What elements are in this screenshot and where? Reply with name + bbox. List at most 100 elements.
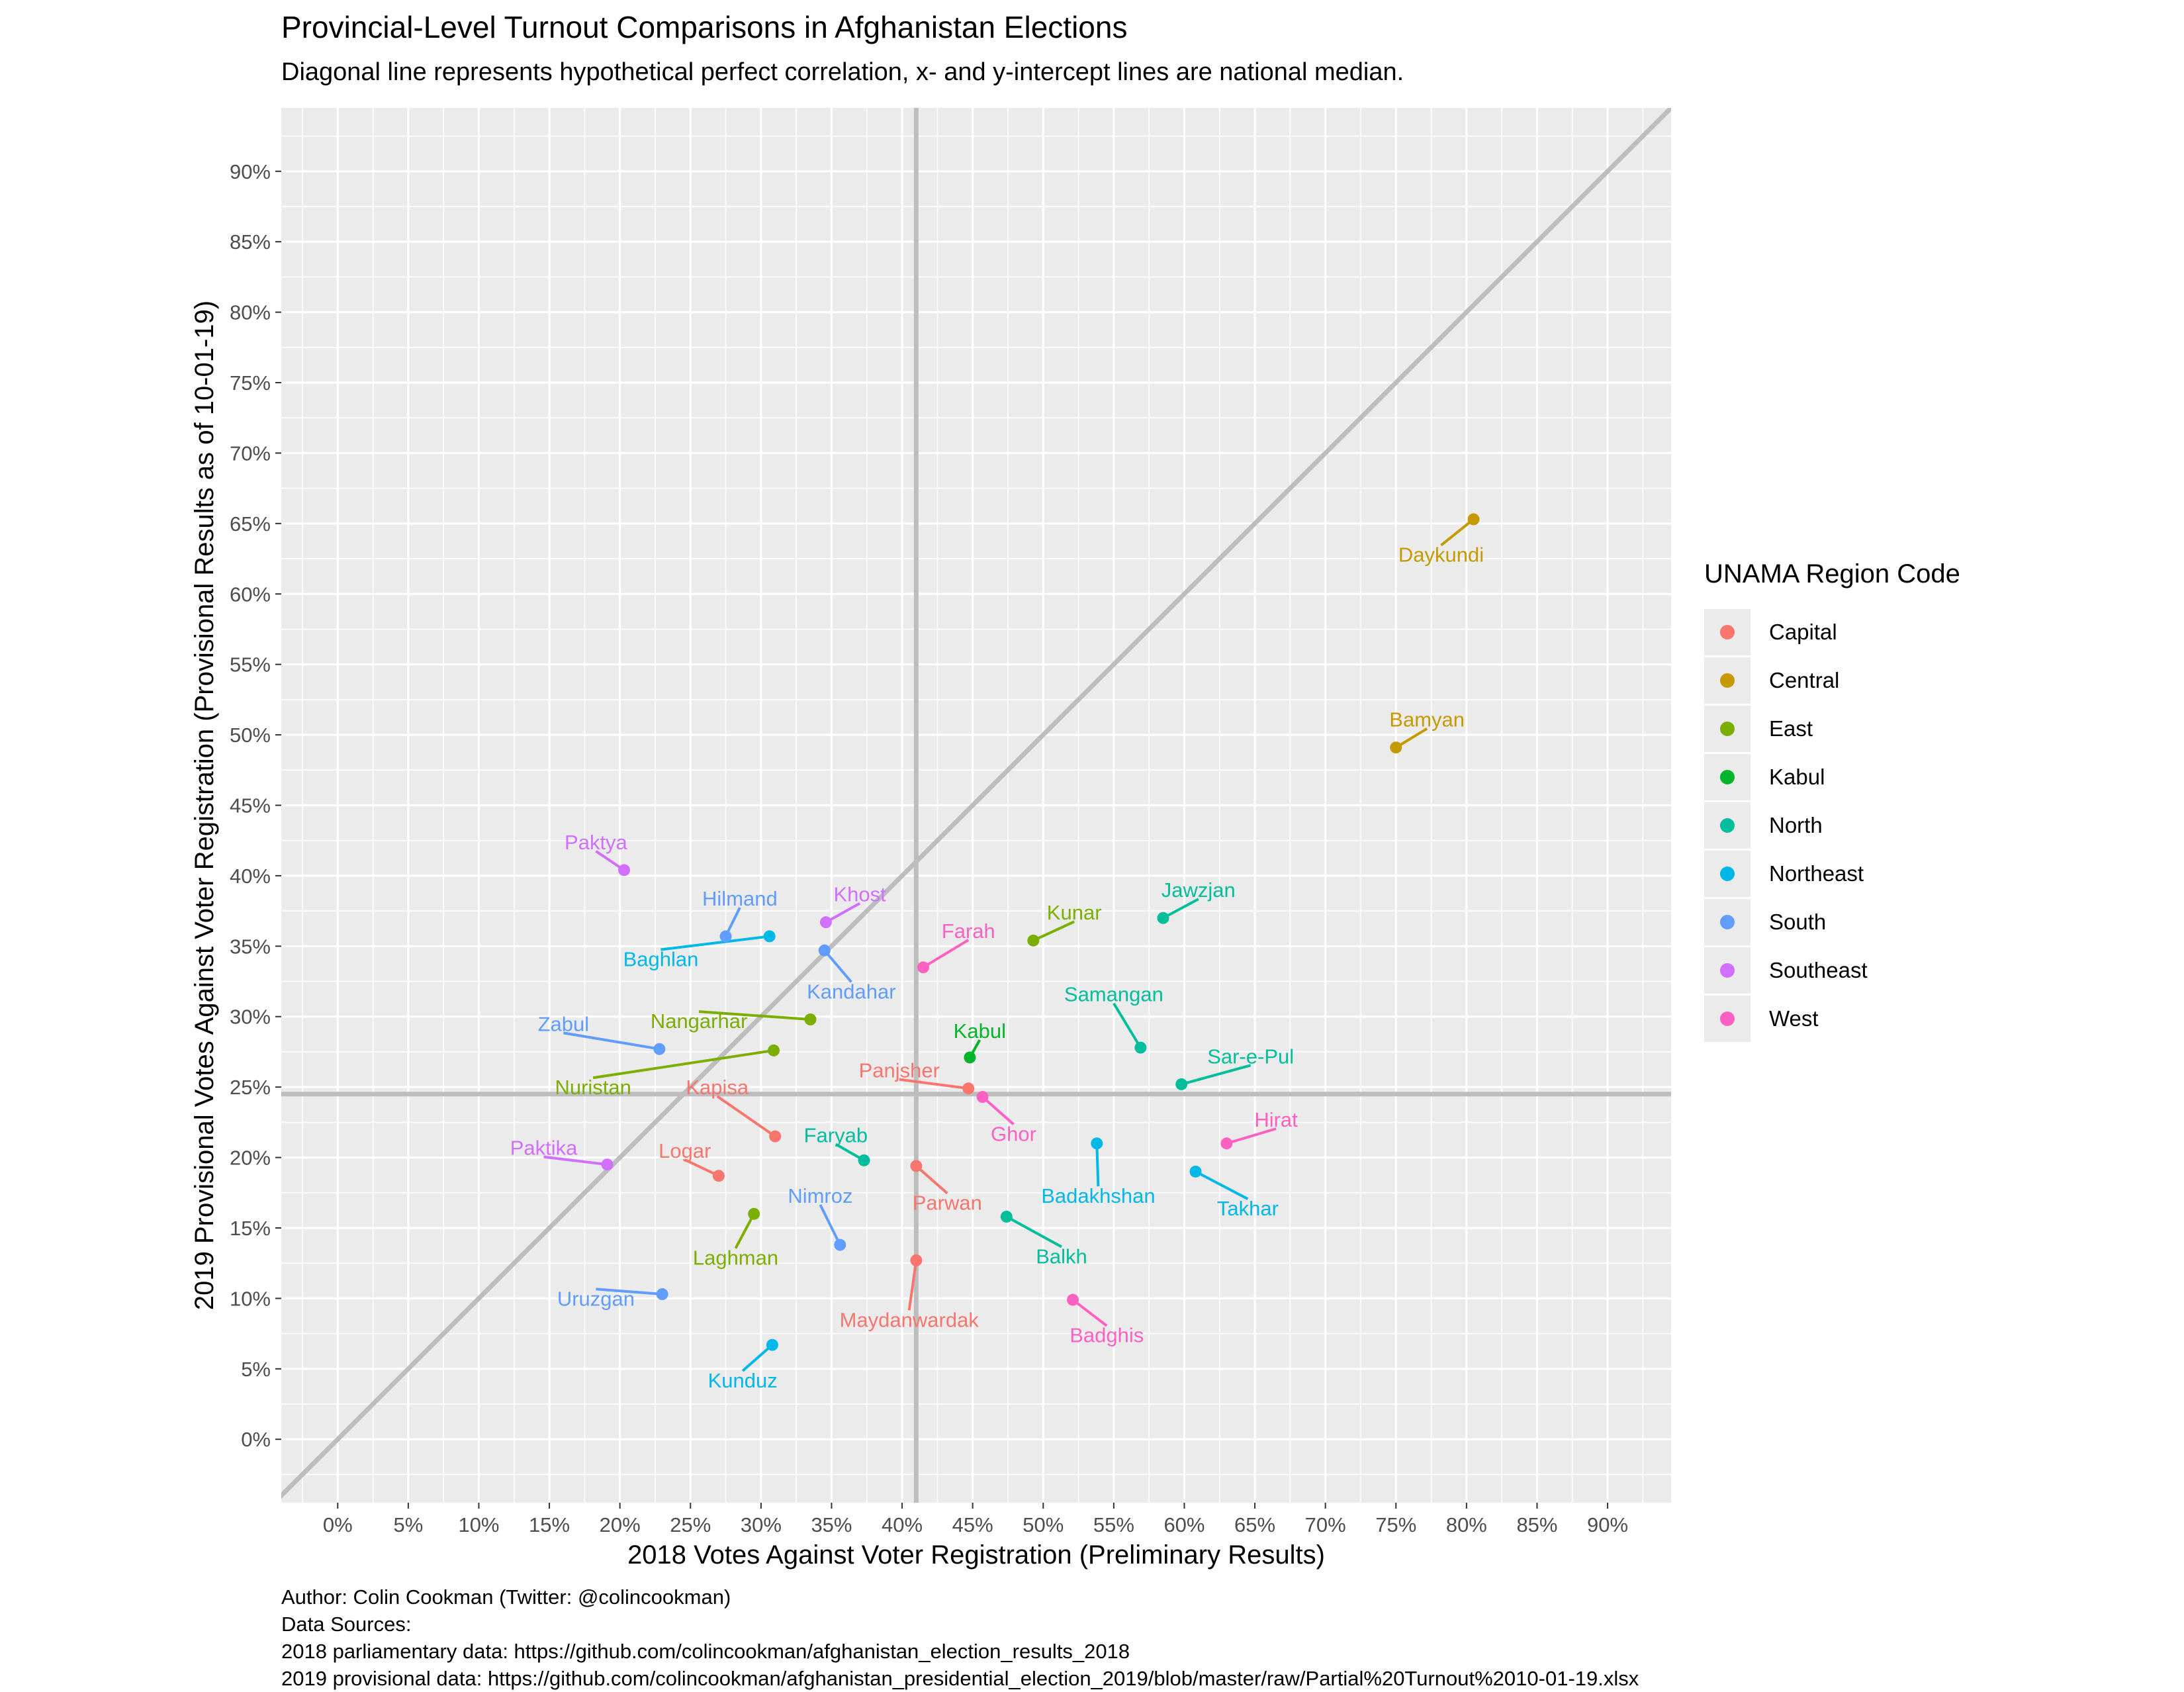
legend-label: Capital xyxy=(1769,619,1837,644)
data-label: Daykundi xyxy=(1398,543,1484,567)
legend-item: Southeast xyxy=(1704,946,1960,994)
y-tick-label: 35% xyxy=(230,935,271,958)
data-label: Paktika xyxy=(510,1137,578,1160)
data-label: Logar xyxy=(659,1139,711,1162)
x-tick-label: 0% xyxy=(323,1513,353,1536)
label-connector xyxy=(563,1031,660,1051)
data-point xyxy=(834,1239,846,1251)
x-tick-label: 20% xyxy=(600,1513,641,1536)
x-tick-label: 40% xyxy=(882,1513,923,1536)
label-connector xyxy=(1195,1170,1249,1200)
data-label: Baghlan xyxy=(623,947,699,970)
y-tick-label: 45% xyxy=(230,794,271,818)
data-label: Badakhshan xyxy=(1041,1184,1155,1207)
data-label: Paktya xyxy=(565,831,628,854)
legend-item: Kabul xyxy=(1704,753,1960,801)
label-connector xyxy=(907,1260,918,1311)
legend-key xyxy=(1704,753,1751,800)
legend-key xyxy=(1704,898,1751,945)
data-point xyxy=(910,1254,923,1266)
data-label: Zabul xyxy=(538,1012,590,1035)
data-point xyxy=(819,916,832,929)
label-connector xyxy=(660,935,770,951)
y-tick-label: 5% xyxy=(241,1358,271,1381)
caption: Author: Colin Cookman (Twitter: @colinco… xyxy=(281,1583,1639,1692)
legend-dot xyxy=(1720,914,1735,929)
data-point xyxy=(976,1091,989,1104)
label-connector xyxy=(1032,920,1075,942)
data-point xyxy=(653,1043,666,1055)
data-label: Laghman xyxy=(693,1246,778,1270)
y-tick-label: 55% xyxy=(230,653,271,677)
data-label: Kapisa xyxy=(686,1076,749,1099)
data-label: Faryab xyxy=(804,1124,868,1147)
data-label: Hilmand xyxy=(702,887,778,910)
label-connector xyxy=(823,949,852,983)
x-tick-label: 90% xyxy=(1587,1513,1628,1536)
data-label: Balkh xyxy=(1036,1245,1087,1268)
x-tick-label: 10% xyxy=(458,1513,499,1536)
data-point xyxy=(712,1170,725,1182)
y-tick-label: 15% xyxy=(230,1217,271,1240)
data-point xyxy=(1134,1041,1147,1054)
legend-key xyxy=(1704,947,1751,994)
data-label: Badghis xyxy=(1069,1324,1144,1347)
data-label: Farah xyxy=(942,919,995,943)
y-tick-label: 50% xyxy=(230,724,271,747)
legend-key xyxy=(1704,995,1751,1042)
data-label: Bamyan xyxy=(1389,708,1465,731)
data-point xyxy=(1067,1293,1079,1306)
y-tick-label: 10% xyxy=(230,1287,271,1310)
data-point xyxy=(1175,1078,1188,1090)
data-label: Khost xyxy=(833,883,886,906)
x-tick-label: 75% xyxy=(1375,1513,1416,1536)
label-connector xyxy=(734,1213,755,1249)
data-label: Samangan xyxy=(1064,983,1163,1006)
data-point xyxy=(618,864,631,876)
legend-label: Kabul xyxy=(1769,764,1825,789)
legend-key xyxy=(1704,608,1751,655)
data-point xyxy=(1000,1210,1013,1223)
data-point xyxy=(917,961,930,974)
y-tick-label: 75% xyxy=(230,371,271,395)
label-connector xyxy=(1113,1002,1142,1049)
chart-subtitle: Diagonal line represents hypothetical pe… xyxy=(281,58,1404,86)
reference-lines xyxy=(281,108,1671,1503)
legend-item: East xyxy=(1704,704,1960,753)
legend-item: South xyxy=(1704,898,1960,946)
x-tick-label: 5% xyxy=(393,1513,423,1536)
data-point xyxy=(1157,912,1169,924)
legend-dot xyxy=(1720,963,1735,978)
y-axis-title: 2019 Provisional Votes Against Voter Reg… xyxy=(190,301,219,1310)
data-label: Nimroz xyxy=(788,1184,852,1207)
data-point xyxy=(804,1013,817,1025)
x-tick-label: 60% xyxy=(1163,1513,1205,1536)
y-tick-label: 60% xyxy=(230,583,271,606)
caption-author: Author: Colin Cookman (Twitter: @colinco… xyxy=(281,1585,731,1609)
legend-dot xyxy=(1720,818,1735,833)
label-connector xyxy=(899,1078,969,1090)
x-tick-label: 15% xyxy=(529,1513,570,1536)
label-connector xyxy=(684,1158,719,1178)
x-tick-label: 45% xyxy=(952,1513,993,1536)
label-connector xyxy=(1181,1064,1251,1086)
data-point xyxy=(768,1044,780,1057)
legend-label: South xyxy=(1769,909,1827,934)
legend-items: Capital Central East Kabul North Northeast Sou… xyxy=(1704,608,1960,1043)
legend-dot xyxy=(1720,721,1735,736)
x-tick-label: 25% xyxy=(670,1513,711,1536)
caption-source-2018: 2018 parliamentary data: https://github.… xyxy=(281,1640,1130,1663)
data-label: Maydanwardak xyxy=(840,1308,979,1331)
label-connector xyxy=(981,1096,1015,1125)
x-tick-label: 70% xyxy=(1305,1513,1346,1536)
caption-sources-heading: Data Sources: xyxy=(281,1613,412,1636)
label-connector xyxy=(1095,1143,1100,1187)
legend-title: UNAMA Region Code xyxy=(1704,559,1960,588)
data-point xyxy=(962,1082,975,1095)
label-connector xyxy=(1226,1127,1277,1145)
legend-key xyxy=(1704,802,1751,849)
legend-dot xyxy=(1720,866,1735,881)
data-label: Kabul xyxy=(954,1019,1006,1043)
data-label: Kunduz xyxy=(708,1369,778,1392)
data-point xyxy=(769,1130,782,1143)
